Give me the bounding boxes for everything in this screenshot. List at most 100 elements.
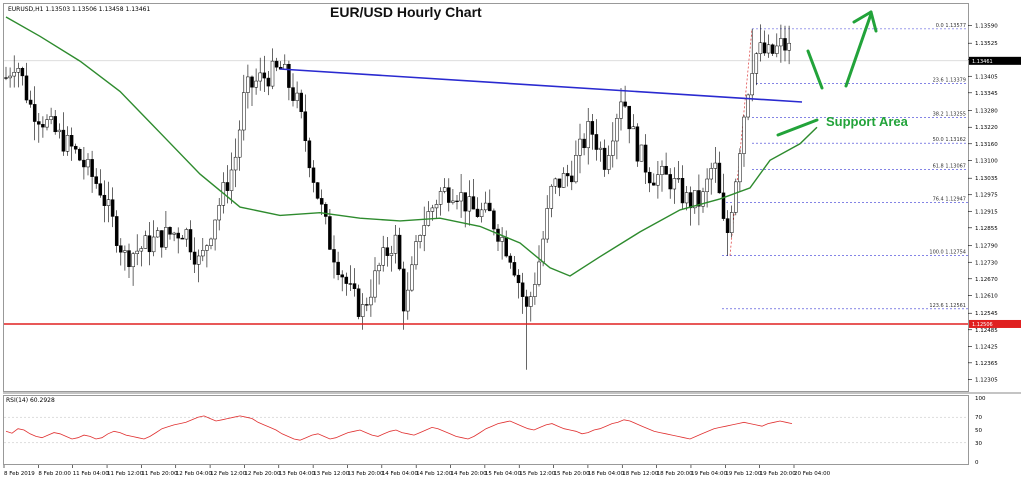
bullish-candle xyxy=(541,238,545,263)
y-tick-label: 1.12485 xyxy=(975,328,998,334)
bullish-candle xyxy=(381,247,385,266)
rsi-panel-frame xyxy=(3,395,969,465)
x-tick-label: 13 Feb 04:00 xyxy=(279,471,316,477)
bullish-candle xyxy=(709,168,713,180)
bullish-candle xyxy=(754,53,759,74)
bearish-candle xyxy=(319,198,324,205)
up-arrow-segment xyxy=(844,12,873,88)
bullish-candle xyxy=(135,250,139,254)
bearish-candle xyxy=(508,255,513,263)
y-tick-label: 1.12305 xyxy=(975,377,998,383)
bullish-candle xyxy=(295,92,299,101)
bullish-candle xyxy=(660,165,664,175)
bearish-candle xyxy=(475,208,480,217)
bearish-candle xyxy=(520,282,525,297)
y-tick-label: 1.13525 xyxy=(975,41,998,47)
x-tick-label: 18 Feb 12:00 xyxy=(622,471,659,477)
bullish-candle xyxy=(414,241,418,266)
fibonacci-level-label: 50.0 1.13162 xyxy=(933,137,966,143)
x-tick-label: 12 Feb 20:00 xyxy=(244,471,281,477)
x-tick-label: 11 Feb 12:00 xyxy=(107,471,144,477)
bearish-candle xyxy=(287,63,291,88)
bullish-candle xyxy=(631,126,636,130)
x-tick-label: 19 Feb 04:00 xyxy=(691,471,728,477)
y-tick-label: 1.13220 xyxy=(975,125,998,131)
fibonacci-level-label: 61.8 1.13067 xyxy=(933,163,966,169)
y-tick-label: 1.12975 xyxy=(975,193,998,199)
bullish-candle xyxy=(537,261,541,285)
current-price-tag: 1.13461 xyxy=(969,56,1021,65)
bullish-candle xyxy=(217,205,221,221)
bullish-candle xyxy=(713,162,718,169)
bearish-candle xyxy=(668,174,672,190)
y-tick-label: 1.12915 xyxy=(975,209,998,215)
bullish-candle xyxy=(656,174,660,186)
y-tick-label: 1.13100 xyxy=(975,158,998,164)
bearish-candle xyxy=(176,232,180,239)
bearish-candle xyxy=(336,261,340,275)
bearish-candle xyxy=(78,148,82,161)
bearish-candle xyxy=(602,147,607,170)
y-tick-label: 1.12730 xyxy=(975,260,998,266)
bullish-candle xyxy=(123,250,127,253)
bullish-candle xyxy=(434,204,439,209)
bearish-candle xyxy=(225,182,230,191)
bearish-candle xyxy=(647,171,652,184)
bullish-candle xyxy=(775,45,779,54)
y-tick-label: 1.13590 xyxy=(975,23,998,29)
bullish-candle xyxy=(172,232,176,235)
bearish-candle xyxy=(82,159,86,168)
bearish-candle xyxy=(311,167,316,183)
bearish-candle xyxy=(664,165,668,175)
bullish-candle xyxy=(143,235,148,249)
bearish-candle xyxy=(594,134,599,150)
bullish-candle xyxy=(139,248,144,252)
candlestick-series xyxy=(4,24,791,370)
bearish-candle xyxy=(291,87,295,101)
fibonacci-level-label: 100.0 1.12754 xyxy=(929,250,966,256)
projection-arrows xyxy=(776,10,878,137)
bearish-candle xyxy=(32,104,37,122)
bullish-candle xyxy=(734,181,738,213)
bearish-candle xyxy=(299,92,303,112)
x-tick-label: 12 Feb 04:00 xyxy=(176,471,213,477)
bearish-candle xyxy=(102,194,107,206)
bullish-candle xyxy=(586,121,590,149)
bullish-candle xyxy=(184,229,189,240)
y-tick-label: 1.12610 xyxy=(975,293,998,299)
resistance-trendline xyxy=(279,68,803,103)
bullish-candle xyxy=(65,135,70,152)
bullish-candle xyxy=(459,192,463,202)
bearish-candle xyxy=(488,202,492,212)
bullish-candle xyxy=(561,173,566,188)
rsi-line xyxy=(5,415,793,441)
x-tick-label: 14 Feb 20:00 xyxy=(451,471,488,477)
x-tick-label: 15 Feb 04:00 xyxy=(485,471,522,477)
bullish-candle xyxy=(738,153,742,183)
x-tick-label: 18 Feb 20:00 xyxy=(657,471,694,477)
bearish-candle xyxy=(623,101,627,107)
chart-title: EUR/USD Hourly Chart xyxy=(330,4,482,20)
y-tick-label: 1.12545 xyxy=(975,311,998,317)
bullish-candle xyxy=(574,155,578,183)
bearish-candle xyxy=(147,235,152,253)
bearish-candle xyxy=(455,200,459,202)
bearish-candle xyxy=(524,296,529,307)
bullish-candle xyxy=(233,156,238,171)
rsi-levels xyxy=(4,416,968,444)
x-tick-label: 11 Feb 20:00 xyxy=(141,471,178,477)
bullish-candle xyxy=(766,44,771,54)
support-price-tag: 1.12506 xyxy=(969,319,1021,328)
bearish-candle xyxy=(69,135,74,147)
bullish-candle xyxy=(533,284,537,297)
bullish-candle xyxy=(779,38,783,47)
x-tick-label: 13 Feb 20:00 xyxy=(347,471,384,477)
bullish-candle xyxy=(196,255,201,265)
bearish-candle xyxy=(397,234,402,270)
symbol-info: EURUSD,H1 1.13503 1.13506 1.13458 1.1346… xyxy=(8,6,150,13)
bullish-candle xyxy=(373,270,377,298)
bullish-candle xyxy=(672,178,677,190)
bearish-candle xyxy=(328,216,332,250)
bullish-candle xyxy=(229,169,234,191)
